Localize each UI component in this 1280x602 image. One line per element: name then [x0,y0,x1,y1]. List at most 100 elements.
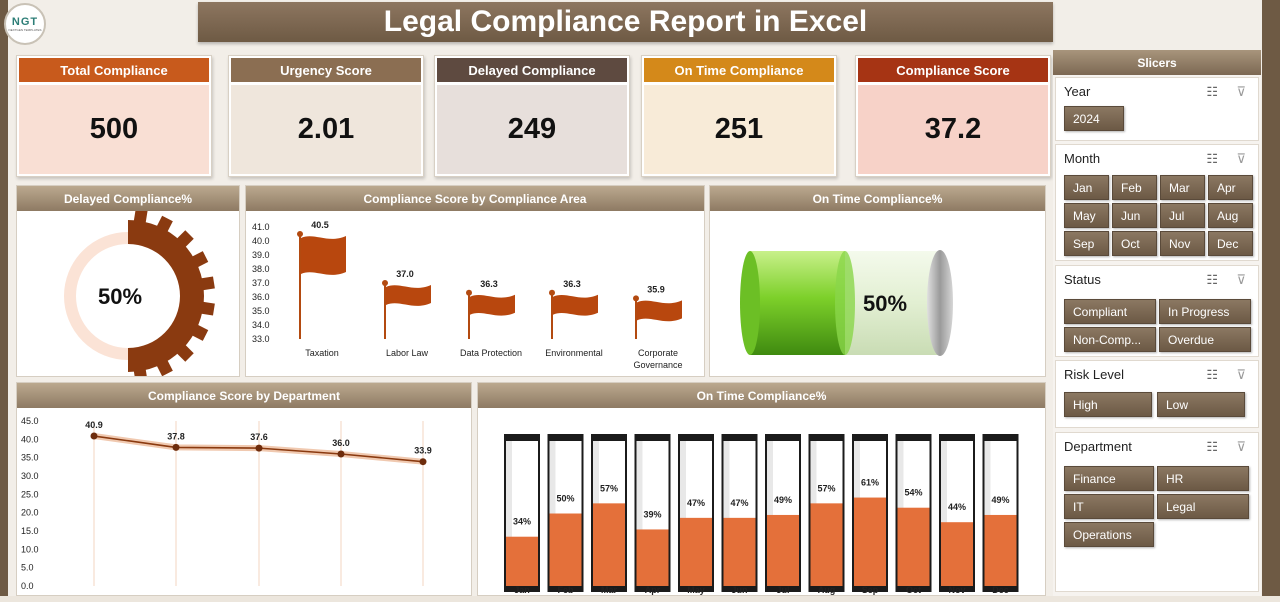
y-tick-label: 30.0 [21,471,39,481]
slicer-item-in-progress[interactable]: In Progress [1159,299,1251,324]
clear-filter-icon[interactable]: ⊽ [1236,272,1246,287]
slicer-item-2024[interactable]: 2024 [1064,106,1124,131]
clear-filter-icon[interactable]: ⊽ [1236,84,1246,99]
slicer-risk-level: Risk Level ☷ ⊽ High Low [1055,360,1259,428]
slicer-item-apr[interactable]: Apr [1208,175,1253,200]
slicer-title: Department [1064,439,1132,454]
capsule-shade [723,441,730,586]
flag-bar [637,300,682,322]
capsule-bar [941,522,973,586]
cylinder-fill-edge [835,251,855,355]
slicer-item-nov[interactable]: Nov [1160,231,1205,256]
sheet-tab-strip [0,596,1280,602]
data-point [172,443,180,451]
slicer-item-it[interactable]: IT [1064,494,1154,519]
slicer-item-sep[interactable]: Sep [1064,231,1109,256]
slicer-item-mar[interactable]: Mar [1160,175,1205,200]
slicer-item-compliant[interactable]: Compliant [1064,299,1156,324]
slicer-item-high[interactable]: High [1064,392,1152,417]
y-tick-label: 38.0 [252,264,270,274]
y-tick-label: 5.0 [21,563,34,573]
title-bar: Legal Compliance Report in Excel [198,2,1053,42]
x-tick-label: Dec [992,585,1009,595]
capsule-bar [636,529,669,586]
y-tick-label: 10.0 [21,544,39,554]
multi-select-icon[interactable]: ☷ [1206,84,1218,99]
slicer-item-operations[interactable]: Operations [1064,522,1154,547]
capsule-shade [984,441,991,586]
multi-select-icon[interactable]: ☷ [1206,367,1218,382]
on-time-cylinder-chart: 50% [740,250,953,356]
slicer-item-hr[interactable]: HR [1157,466,1249,491]
slicer-item-jan[interactable]: Jan [1064,175,1109,200]
data-label: 37.8 [167,431,185,441]
donut-tooth [133,211,148,225]
page-title: Legal Compliance Report in Excel [383,5,868,38]
clear-filter-icon[interactable]: ⊽ [1236,367,1246,382]
flag-pole-cap [297,231,303,237]
data-label: 54% [904,488,922,498]
y-tick-label: 34.0 [252,320,270,330]
slicer-item-overdue[interactable]: Overdue [1159,327,1251,352]
panel-title: Compliance Score by Compliance Area [246,186,704,211]
logo-text: NGT [11,16,39,28]
multi-select-icon[interactable]: ☷ [1206,439,1218,454]
capsule-bar [767,514,799,586]
capsule-shade [941,441,947,586]
multi-select-icon[interactable]: ☷ [1206,272,1218,287]
data-label: 37.0 [396,269,414,279]
slicer-item-may[interactable]: May [1064,203,1109,228]
cylinder-remaining [845,251,940,355]
slicer-item-non-compliant[interactable]: Non-Comp... [1064,327,1156,352]
data-label: 57% [600,483,618,493]
slicer-item-finance[interactable]: Finance [1064,466,1154,491]
slicer-item-legal[interactable]: Legal [1157,494,1249,519]
x-tick-label: Governance [633,360,682,370]
data-label: 47% [687,498,705,508]
data-label: 36.0 [332,438,350,448]
flag-bar [386,285,431,306]
slicer-item-low[interactable]: Low [1157,392,1245,417]
panel-title: On Time Compliance% [478,383,1045,408]
kpi-total-compliance: Total Compliance 500 [16,55,212,177]
donut-tooth [175,343,194,362]
clear-filter-icon[interactable]: ⊽ [1236,439,1246,454]
slicer-title: Risk Level [1064,367,1124,382]
slicer-item-jun[interactable]: Jun [1112,203,1157,228]
y-tick-label: 45.0 [21,416,39,426]
slicer-item-aug[interactable]: Aug [1208,203,1253,228]
panel-delayed-compliance-pct: Delayed Compliance% 50% [16,185,240,377]
multi-select-icon[interactable]: ☷ [1206,151,1218,166]
y-tick-label: 41.0 [252,222,270,232]
panel-on-time-pct: On Time Compliance% 50% [709,185,1046,377]
x-tick-label: Feb [557,585,574,595]
flag-pole-cap [633,295,639,302]
data-label: 35.9 [647,284,665,294]
capsule-bar [549,513,582,586]
kpi-urgency-score: Urgency Score 2.01 [228,55,424,177]
x-tick-label: Jun [731,585,747,595]
data-label: 61% [861,478,879,488]
clear-filter-icon[interactable]: ⊽ [1236,151,1246,166]
capsule-bar [810,503,843,586]
flag-pole-cap [466,289,472,296]
data-label: 37.6 [250,432,268,442]
y-tick-label: 20.0 [21,508,39,518]
flag-bar [553,294,598,316]
data-label: 57% [817,483,835,493]
kpi-on-time-compliance: On Time Compliance 251 [641,55,837,177]
slicer-item-oct[interactable]: Oct [1112,231,1157,256]
x-tick-label: Mar [601,585,618,595]
cylinder-data-label: 50% [863,291,907,316]
donut-tooth [155,215,173,234]
slicer-item-dec[interactable]: Dec [1208,231,1253,256]
panel-title: Compliance Score by Department [17,383,471,408]
slicer-item-feb[interactable]: Feb [1112,175,1157,200]
panel-score-by-area: Compliance Score by Compliance Area 33.0… [245,185,705,377]
capsule-bar [854,497,886,586]
y-tick-label: 35.0 [21,453,39,463]
slicer-item-jul[interactable]: Jul [1160,203,1205,228]
x-tick-label: Jul [776,585,789,595]
y-tick-label: 15.0 [21,526,39,536]
data-label: 36.3 [480,279,498,289]
